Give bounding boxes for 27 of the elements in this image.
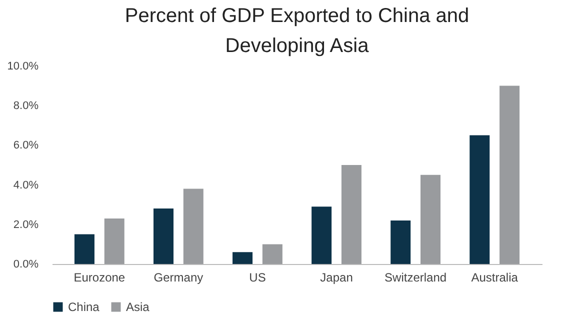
y-tick-label: 10.0% bbox=[7, 60, 39, 72]
y-tick-label: 2.0% bbox=[13, 218, 39, 231]
bar bbox=[154, 208, 174, 264]
bar bbox=[104, 218, 124, 264]
bar bbox=[500, 86, 520, 264]
y-tick-label: 4.0% bbox=[13, 179, 39, 192]
x-tick-label: Eurozone bbox=[74, 270, 126, 284]
x-tick-label: Australia bbox=[471, 270, 518, 284]
y-tick-label: 8.0% bbox=[13, 100, 39, 112]
bar bbox=[232, 252, 253, 264]
bar bbox=[470, 135, 490, 264]
chart-title: Percent of GDP Exported to China and Developing Asia bbox=[124, 5, 470, 57]
legend-label: China bbox=[68, 300, 100, 314]
x-tick-label: Switzerland bbox=[384, 270, 447, 284]
bar bbox=[420, 174, 440, 264]
y-tick-label: 0.0% bbox=[13, 258, 39, 270]
x-tick-label: US bbox=[249, 270, 266, 284]
y-tick-label: 6.0% bbox=[13, 140, 39, 152]
bar bbox=[183, 188, 204, 264]
x-tick-label: Japan bbox=[320, 270, 353, 284]
bar bbox=[312, 206, 332, 264]
bar bbox=[262, 244, 282, 264]
bar bbox=[390, 220, 411, 264]
bar bbox=[74, 234, 94, 264]
legend-label: Asia bbox=[126, 300, 150, 314]
bar bbox=[341, 165, 362, 264]
x-tick-label: Germany bbox=[154, 270, 204, 284]
